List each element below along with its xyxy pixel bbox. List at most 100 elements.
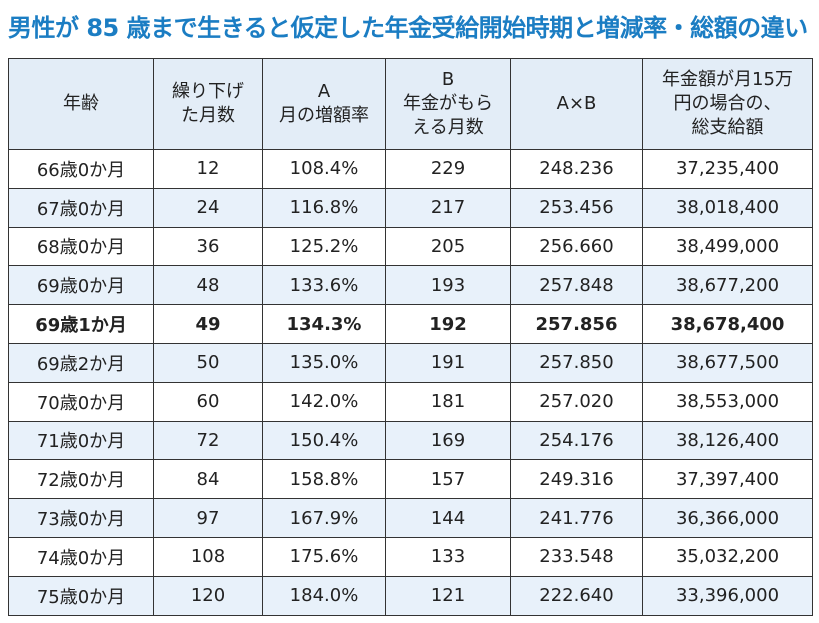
table-cell: 134.3% bbox=[262, 304, 386, 344]
table-cell: 133 bbox=[385, 536, 511, 577]
header-text: B bbox=[441, 69, 455, 90]
header-text: 年金がもら bbox=[403, 93, 493, 114]
table-cell: 158.8% bbox=[262, 459, 386, 500]
header-text: 円の場合の、 bbox=[673, 93, 782, 114]
table-cell: 256.660 bbox=[510, 226, 643, 267]
table-cell: 257.020 bbox=[510, 381, 643, 422]
table-cell: 33,396,000 bbox=[642, 575, 813, 616]
header-text: 月の増額率 bbox=[279, 105, 369, 126]
header-text: 年金額が月15万 bbox=[662, 69, 793, 90]
table-cell: 69歳0か月 bbox=[8, 265, 154, 306]
table-cell: 38,126,400 bbox=[642, 420, 813, 461]
table-row: 73歳0か月 97 167.9% 144 241.776 36,366,000 bbox=[8, 498, 813, 538]
header-text: A×B bbox=[556, 93, 597, 114]
table-cell: 71歳0か月 bbox=[8, 420, 154, 461]
table-cell: 144 bbox=[385, 498, 511, 538]
table-row: 69歳0か月 48 133.6% 193 257.848 38,677,200 bbox=[8, 265, 813, 306]
table-cell: 36 bbox=[153, 226, 263, 267]
table-cell: 135.0% bbox=[262, 342, 386, 383]
header-cell: A×B bbox=[510, 58, 643, 150]
table-cell: 241.776 bbox=[510, 498, 643, 538]
table-cell: 157 bbox=[385, 459, 511, 500]
table-cell: 97 bbox=[153, 498, 263, 538]
table-cell: 192 bbox=[385, 304, 511, 344]
table-cell: 38,499,000 bbox=[642, 226, 813, 267]
table-cell: 73歳0か月 bbox=[8, 498, 154, 538]
table-cell: 84 bbox=[153, 459, 263, 500]
table-cell: 233.548 bbox=[510, 536, 643, 577]
table-cell: 257.850 bbox=[510, 342, 643, 383]
header-text: 総支給額 bbox=[691, 117, 764, 138]
table-cell: 60 bbox=[153, 381, 263, 422]
table-cell: 248.236 bbox=[510, 149, 643, 189]
table-cell: 249.316 bbox=[510, 459, 643, 500]
table-cell: 36,366,000 bbox=[642, 498, 813, 538]
table-cell: 142.0% bbox=[262, 381, 386, 422]
table-row: 69歳1か月 49 134.3% 192 257.856 38,678,400 bbox=[8, 304, 813, 344]
table-cell: 69歳1か月 bbox=[8, 304, 154, 344]
table-cell: 125.2% bbox=[262, 226, 386, 267]
table-cell: 181 bbox=[385, 381, 511, 422]
table-cell: 184.0% bbox=[262, 575, 386, 616]
header-text: た月数 bbox=[181, 105, 235, 126]
table-cell: 37,397,400 bbox=[642, 459, 813, 500]
table-cell: 205 bbox=[385, 226, 511, 267]
table-cell: 12 bbox=[153, 149, 263, 189]
title: 男性が 85 歳まで生きると仮定した年金受給開始時期と増減率・総額の違い bbox=[8, 14, 808, 42]
table-cell: 70歳0か月 bbox=[8, 381, 154, 422]
table-cell: 66歳0か月 bbox=[8, 149, 154, 189]
header-cell: 繰り下げ た月数 bbox=[153, 58, 263, 150]
table-cell: 116.8% bbox=[262, 187, 386, 228]
table-cell: 193 bbox=[385, 265, 511, 306]
table-cell: 38,018,400 bbox=[642, 187, 813, 228]
table-cell: 229 bbox=[385, 149, 511, 189]
table-cell: 217 bbox=[385, 187, 511, 228]
table-cell: 253.456 bbox=[510, 187, 643, 228]
table-cell: 257.856 bbox=[510, 304, 643, 344]
table-cell: 24 bbox=[153, 187, 263, 228]
table-cell: 68歳0か月 bbox=[8, 226, 154, 267]
table-cell: 169 bbox=[385, 420, 511, 461]
table-cell: 69歳2か月 bbox=[8, 342, 154, 383]
table-cell: 167.9% bbox=[262, 498, 386, 538]
table-cell: 72 bbox=[153, 420, 263, 461]
table-cell: 49 bbox=[153, 304, 263, 344]
table-cell: 72歳0か月 bbox=[8, 459, 154, 500]
table-cell: 48 bbox=[153, 265, 263, 306]
table-row: 68歳0か月 36 125.2% 205 256.660 38,499,000 bbox=[8, 226, 813, 267]
table-cell: 38,677,200 bbox=[642, 265, 813, 306]
table-cell: 121 bbox=[385, 575, 511, 616]
table-cell: 74歳0か月 bbox=[8, 536, 154, 577]
table-row: 69歳2か月 50 135.0% 191 257.850 38,677,500 bbox=[8, 342, 813, 383]
table-cell: 222.640 bbox=[510, 575, 643, 616]
table-cell: 38,678,400 bbox=[642, 304, 813, 344]
table-row: 70歳0か月 60 142.0% 181 257.020 38,553,000 bbox=[8, 381, 813, 422]
table-cell: 38,677,500 bbox=[642, 342, 813, 383]
table-row: 71歳0か月 72 150.4% 169 254.176 38,126,400 bbox=[8, 420, 813, 461]
table: 年齢 繰り下げた月数 A 月の増額率 B 年金がもらえる月数 A×B 年金額が月15万 円の場合… bbox=[8, 58, 813, 616]
table-cell: 50 bbox=[153, 342, 263, 383]
table-row: 66歳0か月 12 108.4% 229 248.236 37,235,400 bbox=[8, 149, 813, 189]
table-cell: 37,235,400 bbox=[642, 149, 813, 189]
header-row: 年齢 繰り下げた月数 A 月の増額率 B 年金がもらえる月数 A×B 年金額が月15万 円の場合… bbox=[8, 58, 813, 150]
table-cell: 257.848 bbox=[510, 265, 643, 306]
header-cell: B 年金がもらえる月数 bbox=[385, 58, 511, 150]
table-cell: 254.176 bbox=[510, 420, 643, 461]
header-text: 繰り下げ bbox=[172, 81, 244, 102]
table-cell: 38,553,000 bbox=[642, 381, 813, 422]
table-cell: 191 bbox=[385, 342, 511, 383]
table-cell: 150.4% bbox=[262, 420, 386, 461]
table-cell: 67歳0か月 bbox=[8, 187, 154, 228]
table-body: 66歳0か月 12 108.4% 229 248.236 37,235,400 67歳0か月… bbox=[8, 149, 813, 616]
table-row: 75歳0か月 120 184.0% 121 222.640 33,396,000 bbox=[8, 575, 813, 616]
header-text: 年齢 bbox=[63, 93, 99, 114]
table-row: 67歳0か月 24 116.8% 217 253.456 38,018,400 bbox=[8, 187, 813, 228]
header-cell: 年齢 bbox=[8, 58, 154, 150]
header-text: える月数 bbox=[412, 117, 484, 138]
table-row: 74歳0か月 108 175.6% 133 233.548 35,032,200 bbox=[8, 536, 813, 577]
header-text: A bbox=[317, 81, 331, 102]
table-row: 72歳0か月 84 158.8% 157 249.316 37,397,400 bbox=[8, 459, 813, 500]
table-cell: 133.6% bbox=[262, 265, 386, 306]
table-cell: 75歳0か月 bbox=[8, 575, 154, 616]
